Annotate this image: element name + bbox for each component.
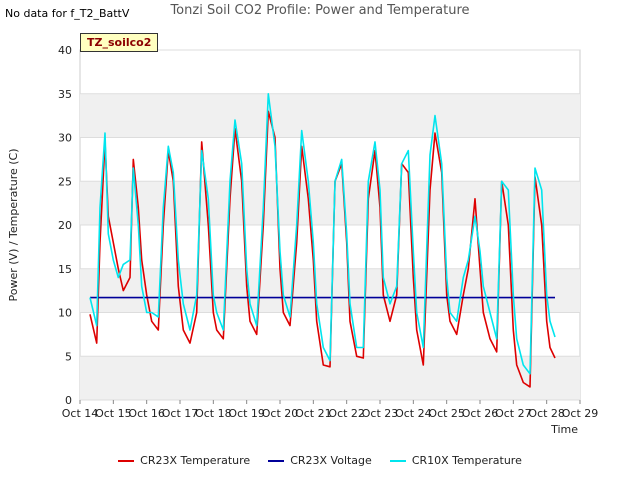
x-tick-label: Oct 16: [128, 407, 165, 420]
no-data-note: No data for f_T2_BattV: [5, 7, 130, 20]
legend-swatch: [118, 459, 135, 462]
series-line-cr10x-temperature: [89, 93, 556, 375]
y-tick-label: 0: [65, 394, 72, 407]
x-tick-label: Oct 17: [162, 407, 199, 420]
grid-band: [80, 93, 580, 138]
legend-swatch: [389, 459, 406, 462]
y-tick-label: 20: [58, 219, 72, 232]
y-tick-label: 30: [58, 132, 72, 145]
y-tick-label: 5: [65, 350, 72, 363]
y-tick-label: 40: [58, 44, 72, 57]
grid-band: [80, 268, 580, 313]
legend: CR23X Temperature CR23X Voltage CR10X Temp…: [0, 454, 640, 467]
legend-label: CR23X Temperature: [140, 454, 251, 467]
y-tick-label: 15: [58, 263, 72, 276]
site-badge: TZ_soilco2: [80, 33, 159, 52]
chart-title: Tonzi Soil CO2 Profile: Power and Temper…: [170, 3, 470, 18]
y-tick-label: 10: [58, 307, 72, 320]
y-tick-label: 25: [58, 175, 72, 188]
x-tick-label: Oct 21: [295, 407, 332, 420]
x-tick-label: Oct 19: [228, 407, 265, 420]
y-axis-label: Power (V) / Temperature (C): [7, 148, 20, 301]
x-tick-label: Oct 22: [328, 407, 365, 420]
y-tick-label: 35: [58, 88, 72, 101]
x-tick-label: Oct 25: [428, 407, 465, 420]
legend-label: CR23X Voltage: [290, 454, 372, 467]
x-tick-label: Oct 29: [562, 407, 599, 420]
legend-item: CR23X Voltage: [268, 454, 372, 467]
x-tick-label: Oct 18: [195, 407, 232, 420]
x-tick-label: Oct 24: [395, 407, 432, 420]
legend-item: CR10X Temperature: [389, 454, 522, 467]
x-tick-label: Oct 20: [262, 407, 299, 420]
x-tick-label: Oct 23: [362, 407, 399, 420]
legend-swatch: [268, 459, 285, 462]
x-axis-label: Time: [550, 423, 578, 436]
x-tick-label: Oct 14: [62, 407, 99, 420]
legend-label: CR10X Temperature: [411, 454, 522, 467]
x-tick-label: Oct 26: [462, 407, 499, 420]
x-tick-label: Oct 28: [528, 407, 565, 420]
x-tick-label: Oct 27: [495, 407, 532, 420]
legend-item: CR23X Temperature: [118, 454, 250, 467]
x-tick-label: Oct 15: [95, 407, 132, 420]
